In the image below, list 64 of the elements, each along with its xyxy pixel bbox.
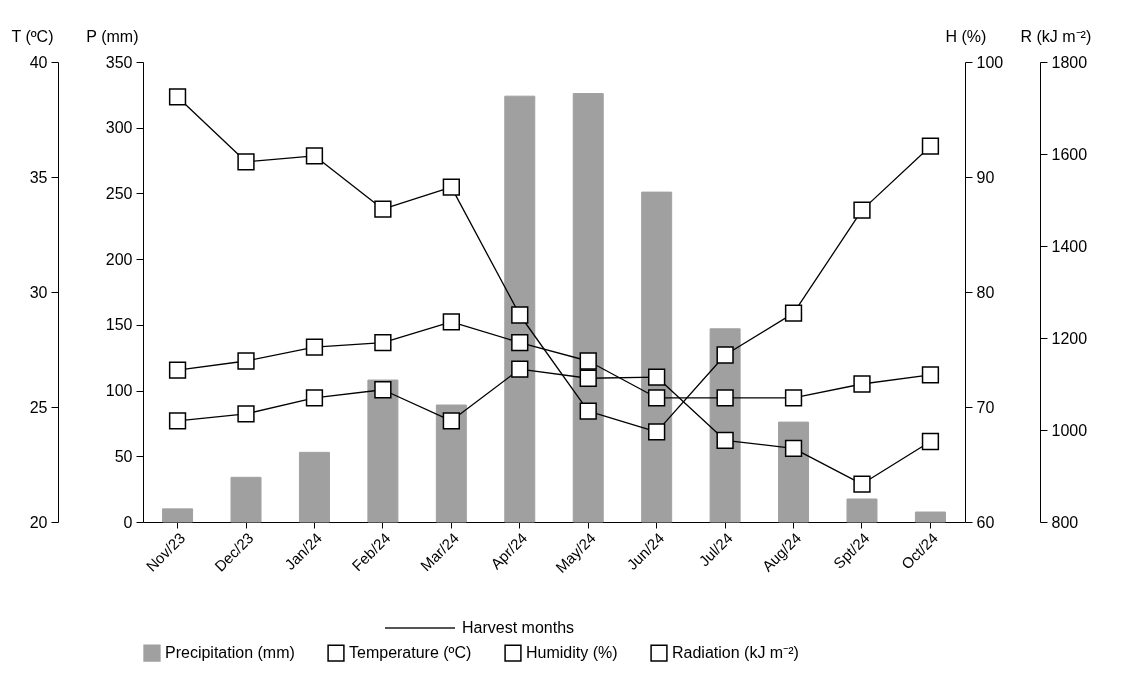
y2-axis-title: H (%) [945, 27, 987, 45]
point [921, 137, 940, 155]
point [579, 369, 597, 387]
bar [504, 95, 536, 523]
y2-tick-label: 80 [976, 283, 995, 301]
bar [298, 451, 330, 523]
y-tick-label: 1800 [1051, 53, 1088, 71]
point [784, 389, 803, 407]
point [716, 389, 734, 407]
y-tick-label: 200 [105, 250, 133, 268]
point [374, 381, 392, 399]
point [921, 432, 940, 451]
point [442, 412, 460, 430]
legend-label: Humidity (%) [526, 644, 618, 662]
point [511, 360, 529, 378]
point [579, 402, 597, 420]
bar [572, 93, 604, 523]
y3-tick-label: 40 [29, 53, 48, 71]
point [511, 306, 529, 324]
point [511, 333, 529, 352]
legend-label: Precipitation (mm) [165, 644, 295, 662]
point [648, 423, 666, 441]
y3-tick-label: 25 [29, 398, 48, 416]
point [716, 431, 734, 450]
point [648, 368, 666, 386]
point [305, 389, 324, 407]
y-tick-label: 300 [105, 119, 133, 137]
bar [914, 511, 946, 523]
y-tick-label: 0 [123, 513, 133, 531]
y-tick-label: 800 [1051, 513, 1079, 531]
y3-axis-title: T (ºC) [11, 27, 54, 45]
y2-tick-label: 90 [976, 168, 995, 186]
bar [230, 476, 262, 523]
point [716, 346, 734, 364]
text: Harvest months [462, 619, 575, 636]
y-tick-label: 50 [114, 447, 133, 465]
point [648, 389, 666, 407]
point [579, 352, 597, 370]
text: Radiation (kJ m⁻²) [672, 644, 799, 662]
y2-tick-label: 70 [976, 398, 995, 416]
y-tick-label: 1000 [1051, 421, 1088, 439]
point [784, 304, 803, 322]
y2-tick-label: 60 [976, 513, 995, 531]
y3-tick-label: 35 [29, 168, 48, 186]
bar [846, 498, 878, 523]
y-tick-label: 100 [105, 382, 133, 400]
y-tick-label: 150 [105, 316, 133, 334]
y-axis-title: R (kJ m⁻²) [1020, 27, 1092, 45]
y-axis-title: P (mm) [86, 27, 139, 45]
bar [367, 379, 399, 523]
point [305, 147, 324, 165]
legend-label: Temperature (ºC) [349, 644, 472, 662]
y3-tick-label: 30 [29, 283, 48, 301]
y-tick-label: 1400 [1051, 237, 1088, 255]
y2-tick-label: 100 [976, 53, 1004, 71]
y3-tick-label: 20 [29, 513, 48, 531]
y-tick-label: 1600 [1051, 145, 1088, 163]
bar [162, 508, 194, 523]
y-tick-label: 1200 [1051, 329, 1088, 347]
y-tick-label: 250 [105, 184, 133, 202]
point [305, 338, 324, 356]
y-tick-label: 350 [105, 53, 133, 71]
point [784, 439, 803, 458]
bar [435, 404, 467, 523]
